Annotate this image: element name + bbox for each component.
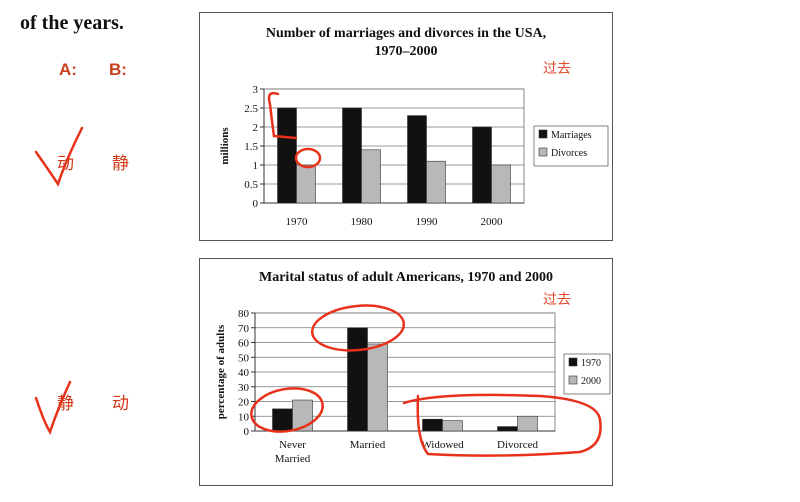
chart2-category-label: Divorced: [497, 439, 538, 451]
chart1-ytick-label: 2.5: [244, 103, 258, 115]
chart1-ytick-label: 1.5: [244, 141, 258, 153]
chart1-ytick-label: 0.5: [244, 179, 258, 191]
marriages-divorces-chart: Number of marriages and divorces in the …: [200, 13, 612, 240]
label-b: B:: [109, 60, 127, 80]
chart2-bar-2000-1: [368, 344, 388, 431]
label-a: A:: [59, 60, 77, 80]
chart2-bar-1970-0: [273, 409, 293, 431]
chart2-ytick-label: 70: [238, 323, 250, 335]
chart1-ytick-label: 0: [253, 198, 259, 210]
chart2-ytick-label: 80: [238, 308, 250, 320]
page-heading: of the years.: [20, 12, 124, 35]
chart2-ytick-label: 40: [238, 367, 250, 379]
chart1-category-label: 1970: [286, 216, 309, 228]
annotation-past-1: 过去: [543, 58, 571, 78]
chart2-ytick-label: 30: [238, 382, 250, 394]
chart1-bar-marriages-3: [473, 127, 492, 203]
chart2-bar-2000-0: [293, 400, 313, 431]
chart1-ytick-label: 1: [253, 160, 259, 172]
chart2-bar-1970-1: [348, 328, 368, 431]
chart1-title: Number of marriages and divorces in the …: [266, 26, 546, 41]
chart2-category-label: Married: [350, 439, 386, 451]
chart1-bar-marriages-2: [408, 116, 427, 203]
marriages-divorces-chart-panel: Number of marriages and divorces in the …: [199, 12, 613, 241]
chart2-ytick-label: 10: [238, 411, 250, 423]
chart2-legend-label: 2000: [581, 376, 601, 387]
chart2-legend-swatch: [569, 376, 577, 384]
chart2-bar-1970-2: [423, 419, 443, 431]
chart1-legend-swatch: [539, 130, 547, 138]
annotation-dong-top: 动: [57, 149, 74, 174]
chart1-legend-label: Marriages: [551, 130, 592, 141]
chart2-ytick-label: 0: [244, 426, 250, 438]
annotation-dong-bottom: 动: [112, 389, 129, 414]
chart1-legend-label: Divorces: [551, 148, 587, 159]
chart2-legend-swatch: [569, 358, 577, 366]
chart2-ytick-label: 60: [238, 338, 250, 350]
chart1-category-label: 1990: [416, 216, 439, 228]
chart2-ytick-label: 20: [238, 397, 250, 409]
chart1-category-label: 2000: [481, 216, 504, 228]
chart2-legend-label: 1970: [581, 358, 601, 369]
chart1-bar-marriages-1: [343, 108, 362, 203]
chart1-bar-divorces-1: [362, 150, 381, 203]
chart2-bar-2000-3: [518, 416, 538, 431]
chart1-bar-divorces-2: [427, 161, 446, 203]
chart2-bar-2000-2: [443, 421, 463, 431]
chart1-bar-divorces-0: [297, 165, 316, 203]
chart2-ytick-label: 50: [238, 352, 250, 364]
chart2-category-label: Married: [275, 453, 311, 465]
chart1-ytick-label: 3: [253, 84, 259, 96]
annotation-jing-top: 静: [112, 149, 129, 174]
chart1-ytick-label: 2: [253, 122, 259, 134]
chart1-legend-swatch: [539, 148, 547, 156]
annotation-past-2: 过去: [543, 289, 571, 309]
chart1-ylabel: millions: [219, 127, 231, 165]
chart2-category-label: Widowed: [421, 439, 464, 451]
chart1-category-label: 1980: [351, 216, 374, 228]
chart2-ylabel: percentage of adults: [215, 324, 227, 419]
chart2-title: Marital status of adult Americans, 1970 …: [259, 270, 553, 285]
chart2-category-label: Never: [279, 439, 306, 451]
chart1-bar-marriages-0: [278, 108, 297, 203]
chart1-bar-divorces-3: [492, 165, 511, 203]
annotation-jing-bottom: 静: [57, 389, 74, 414]
chart2-bar-1970-3: [498, 427, 518, 431]
chart1-title-line2: 1970–2000: [375, 44, 438, 59]
